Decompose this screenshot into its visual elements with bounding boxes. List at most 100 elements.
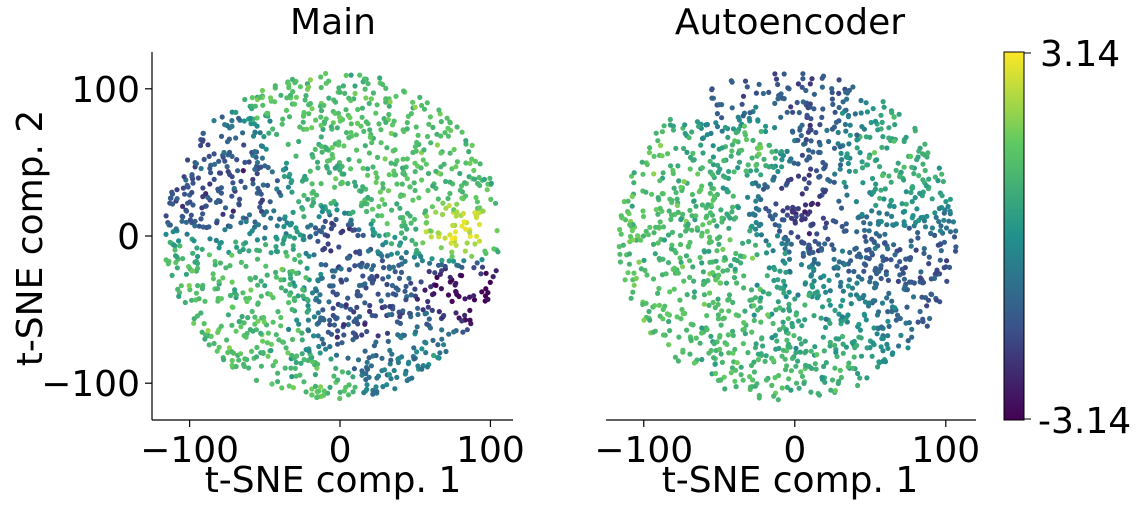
scatter-point — [858, 353, 865, 359]
scatter-point — [314, 159, 321, 165]
scatter-point — [358, 203, 364, 209]
scatter-point — [740, 341, 747, 347]
scatter-point — [385, 188, 392, 194]
scatter-point — [849, 285, 856, 291]
scatter-point — [370, 226, 376, 232]
scatter-point — [801, 176, 808, 182]
scatter-point — [876, 359, 882, 365]
scatter-point — [617, 226, 623, 233]
scatter-point — [345, 370, 351, 376]
scatter-point — [850, 84, 856, 90]
scatter-point — [408, 280, 414, 286]
scatter-point — [467, 233, 473, 239]
scatter-point — [876, 210, 882, 216]
scatter-point — [286, 383, 292, 389]
scatter-point — [711, 217, 717, 224]
scatter-point — [861, 311, 867, 317]
scatter-point — [243, 240, 249, 246]
scatter-point — [822, 379, 828, 385]
scatter-point — [799, 373, 806, 379]
scatter-point — [305, 224, 311, 230]
scatter-point — [258, 363, 264, 369]
scatter-point — [814, 295, 820, 301]
scatter-point — [684, 327, 690, 333]
scatter-point — [229, 118, 235, 124]
scatter-point — [728, 370, 734, 376]
scatter-point — [318, 229, 324, 235]
scatter-point — [216, 158, 222, 164]
panel-main-title: Main — [290, 2, 376, 43]
scatter-point — [199, 205, 205, 211]
scatter-point — [391, 367, 397, 374]
scatter-point — [786, 249, 792, 255]
scatter-point — [735, 204, 742, 211]
scatter-point — [309, 392, 315, 398]
scatter-point — [414, 349, 420, 355]
scatter-point — [306, 102, 312, 108]
scatter-point — [286, 326, 292, 332]
scatter-point — [881, 240, 888, 246]
scatter-point — [278, 92, 284, 98]
scatter-point — [254, 171, 260, 177]
scatter-point — [250, 176, 256, 183]
scatter-point — [466, 149, 472, 155]
scatter-point — [779, 157, 785, 163]
scatter-point — [408, 292, 414, 298]
scatter-point — [295, 327, 301, 333]
scatter-point — [899, 201, 905, 207]
scatter-point — [640, 213, 647, 220]
scatter-point — [441, 312, 447, 319]
scatter-point — [839, 223, 845, 230]
scatter-point — [252, 224, 258, 230]
scatter-point — [364, 386, 370, 392]
scatter-point — [296, 138, 302, 145]
scatter-point — [742, 331, 749, 337]
scatter-point — [855, 274, 862, 280]
scatter-point — [363, 371, 369, 377]
scatter-point — [318, 181, 324, 187]
scatter-point — [183, 219, 189, 225]
scatter-point — [821, 283, 827, 290]
scatter-point — [806, 292, 812, 298]
scatter-point — [224, 139, 231, 145]
scatter-point — [315, 165, 321, 171]
scatter-point — [477, 182, 483, 189]
scatter-point — [263, 263, 269, 269]
scatter-point — [317, 350, 323, 356]
scatter-point — [477, 205, 483, 211]
scatter-point — [189, 174, 195, 180]
scatter-point — [661, 123, 667, 129]
scatter-point — [181, 174, 187, 180]
scatter-point — [365, 121, 371, 127]
scatter-point — [346, 255, 352, 261]
scatter-point — [729, 105, 735, 111]
scatter-point — [941, 210, 947, 216]
scatter-point — [353, 183, 359, 189]
scatter-point — [374, 389, 380, 395]
scatter-point — [417, 94, 423, 100]
scatter-point — [235, 168, 241, 174]
scatter-point — [178, 283, 184, 289]
scatter-point — [832, 171, 838, 177]
scatter-point — [734, 360, 740, 366]
scatter-point — [784, 148, 790, 154]
scatter-point — [827, 178, 833, 184]
scatter-point — [889, 298, 895, 304]
scatter-point — [660, 332, 667, 338]
scatter-point — [407, 310, 413, 316]
scatter-point — [840, 350, 846, 356]
scatter-point — [618, 213, 624, 219]
scatter-point — [822, 164, 828, 170]
scatter-point — [294, 317, 300, 323]
scatter-point — [953, 228, 959, 234]
scatter-point — [769, 311, 775, 317]
scatter-point — [485, 296, 491, 302]
scatter-point — [694, 225, 700, 231]
scatter-point — [333, 216, 339, 223]
scatter-point — [279, 385, 285, 391]
scatter-point — [290, 246, 296, 252]
scatter-point — [792, 296, 798, 302]
panel-autoencoder: Autoencoder −100 0 100 t-SNE comp. 1 — [594, 2, 980, 501]
scatter-point — [836, 90, 842, 96]
scatter-point — [243, 334, 249, 340]
